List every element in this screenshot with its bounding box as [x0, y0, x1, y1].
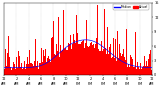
- Legend: Median, Actual: Median, Actual: [113, 4, 149, 10]
